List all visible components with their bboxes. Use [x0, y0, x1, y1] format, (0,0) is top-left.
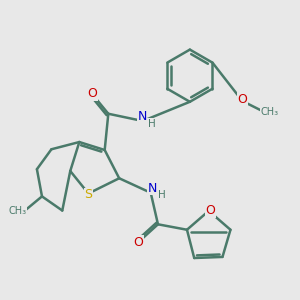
- Text: O: O: [238, 93, 248, 106]
- Text: CH₃: CH₃: [9, 206, 27, 215]
- Text: O: O: [205, 204, 215, 218]
- Text: N: N: [137, 110, 147, 123]
- Text: S: S: [84, 188, 92, 201]
- Text: H: H: [158, 190, 166, 200]
- Text: O: O: [133, 236, 143, 249]
- Text: N: N: [148, 182, 157, 195]
- Text: CH₃: CH₃: [260, 107, 278, 117]
- Text: H: H: [148, 118, 156, 128]
- Text: O: O: [87, 87, 97, 100]
